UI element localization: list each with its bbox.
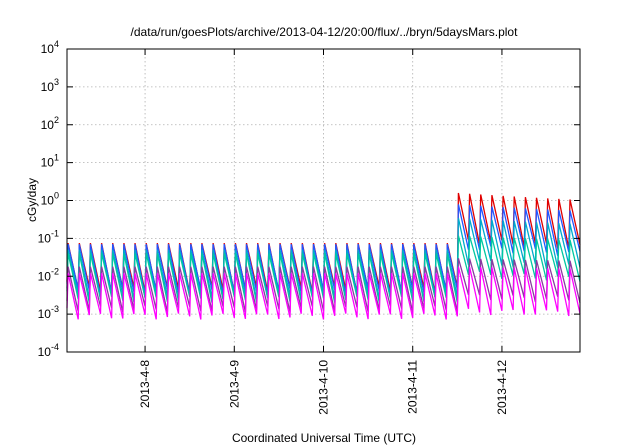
y-tick-label: 10-4 <box>38 342 59 359</box>
series-line <box>66 266 581 320</box>
x-tick-label: 2013-4-10 <box>317 360 331 415</box>
y-tick-label: 103 <box>41 77 59 94</box>
y-tick-label: 100 <box>41 191 59 208</box>
plot-area <box>66 192 581 320</box>
y-tick-label: 101 <box>41 153 59 170</box>
series-path <box>66 266 581 320</box>
y-tick-label: 10-1 <box>38 228 59 245</box>
y-axis-label: cGy/day <box>25 178 39 222</box>
x-tick-label: 2013-4-9 <box>227 360 241 408</box>
chart-title: /data/run/goesPlots/archive/2013-04-12/2… <box>131 25 519 39</box>
x-tick-label: 2013-4-11 <box>406 360 420 414</box>
y-tick-label: 104 <box>41 39 59 56</box>
y-tick-label: 10-2 <box>38 266 59 283</box>
ticks: 10-4 10-3 10-2 10-1 100 101 102 103 104 2013-4-8 2… <box>38 39 580 415</box>
x-axis-label: Coordinated Universal Time (UTC) <box>232 431 416 445</box>
y-tick-label: 10-3 <box>38 304 59 321</box>
x-tick-label: 2013-4-8 <box>138 360 152 408</box>
y-tick-label: 102 <box>41 115 59 132</box>
plot-frame <box>66 48 581 353</box>
x-tick-label: 2013-4-12 <box>495 360 509 415</box>
